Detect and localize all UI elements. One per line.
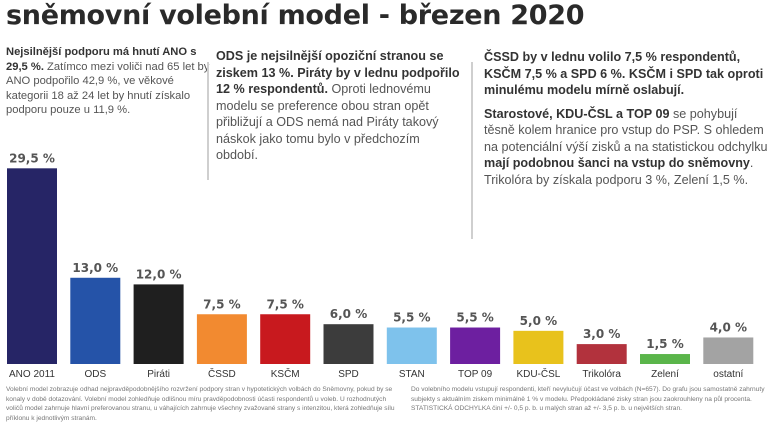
text-ods-rest: Oproti lednovému modelu se preference ob…: [216, 82, 439, 162]
text-ods: ODS je nejsilnější opoziční stranou se z…: [216, 48, 464, 164]
category-label-top-09: TOP 09: [458, 369, 493, 380]
value-label-stan: 5,5 %: [393, 311, 430, 325]
category-label-pirati: Piráti: [147, 369, 170, 380]
text-small-parties: ČSSD by v lednu volilo 7,5 % respondentů…: [484, 49, 768, 188]
bar-ods: [70, 277, 121, 364]
bar-stan: [386, 327, 437, 364]
divider-2: [471, 62, 473, 239]
bar-ostatni: [703, 337, 754, 364]
bar-zeleni: [640, 354, 690, 364]
text-cssd-bold: ČSSD by v lednu volilo 7,5 % respondentů…: [484, 50, 764, 97]
value-label-pirati: 12,0 %: [136, 267, 182, 281]
category-label-ods: ODS: [84, 369, 106, 380]
value-label-ods: 13,0 %: [72, 261, 118, 275]
divider-1: [207, 62, 209, 180]
value-label-kdu-csl: 5,0 %: [520, 314, 557, 328]
bar-kscm: [260, 314, 311, 364]
bar-spd: [323, 324, 374, 364]
category-label-ano-2011: ANO 2011: [9, 369, 55, 380]
bar-kdu-csl: [513, 330, 564, 364]
value-label-ostatni: 4,0 %: [710, 320, 747, 334]
text-ano: Nejsilnější podporu má hnutí ANO s 29,5 …: [6, 45, 218, 118]
footnote-left: Volební model zobrazuje odhad nejpravděp…: [6, 386, 395, 422]
value-label-ano-2011: 29,5 %: [9, 151, 55, 165]
text-stan-a: se pohybují těsně kolem hranice pro vstu…: [484, 106, 768, 154]
text-ano-rest: Zatímco mezi voliči nad 65 let by ANO po…: [6, 60, 210, 117]
footnote-right: Do volebního modelu vstupují respondenti…: [411, 386, 765, 413]
text-ods-bold: ODS je nejsilnější opoziční stranou se z…: [216, 49, 460, 96]
bar-cssd: [196, 314, 247, 364]
category-label-ostatni: ostatní: [713, 369, 743, 380]
category-label-kdu-csl: KDU-ČSL: [516, 367, 560, 380]
category-label-kscm: KSČM: [271, 367, 300, 380]
page-title: sněmovní volební model - březen 2020: [6, 0, 585, 31]
value-label-trikolora: 3,0 %: [583, 327, 620, 341]
category-label-trikolora: Trikolóra: [582, 369, 621, 380]
text-stan-bold2: mají podobnou šanci na vstup do sněmovny: [484, 156, 750, 170]
category-label-cssd: ČSSD: [208, 367, 236, 380]
value-label-kscm: 7,5 %: [266, 297, 303, 311]
bar-trikolora: [576, 344, 627, 364]
bar-ano-2011: [7, 168, 57, 364]
text-ano-bold: Nejsilnější podporu má hnutí ANO s 29,5 …: [6, 46, 197, 73]
bar-top-09: [450, 327, 501, 364]
category-label-spd: SPD: [338, 369, 359, 380]
value-label-top-09: 5,5 %: [456, 311, 493, 325]
value-label-zeleni: 1,5 %: [646, 337, 683, 351]
category-label-stan: STAN: [399, 369, 425, 380]
bar-pirati: [133, 284, 184, 364]
text-stan-bold: Starostové, KDU-ČSL a TOP 09: [484, 106, 670, 121]
text-stan-b: . Trikolóra by získala podporu 3 %, Zele…: [484, 156, 754, 187]
category-label-zeleni: Zelení: [651, 369, 679, 380]
value-label-spd: 6,0 %: [330, 307, 367, 321]
value-label-cssd: 7,5 %: [203, 297, 240, 311]
